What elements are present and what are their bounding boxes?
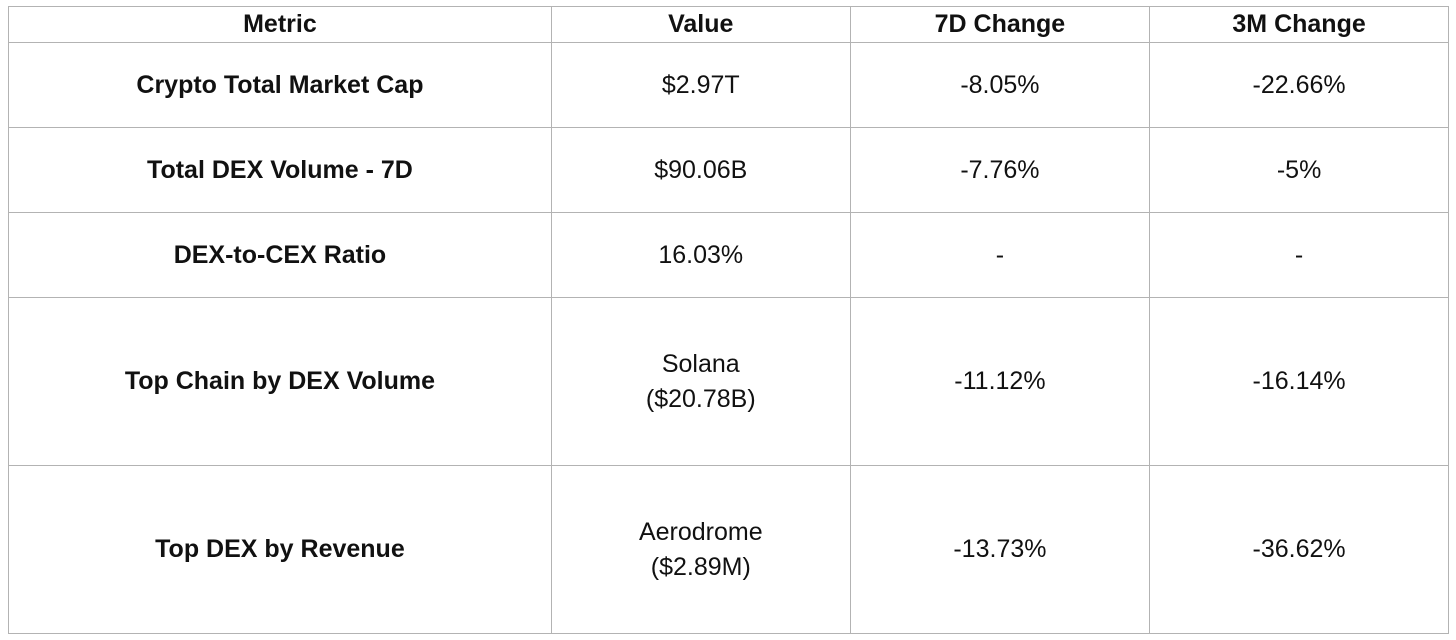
column-header-value: Value	[550, 6, 851, 43]
value-cell: 16.03%	[550, 212, 851, 299]
change-7d-cell: -13.73%	[849, 465, 1151, 634]
metric-cell: Total DEX Volume - 7D	[8, 127, 552, 214]
value-cell: Aerodrome ($2.89M)	[550, 465, 851, 634]
header-row: Metric Value 7D Change 3M Change	[8, 6, 1449, 43]
table-row: Top DEX by Revenue Aerodrome ($2.89M) -1…	[8, 465, 1449, 634]
change-3m-cell: -16.14%	[1149, 297, 1449, 467]
change-3m-cell: -36.62%	[1149, 465, 1449, 634]
column-header-metric: Metric	[8, 6, 552, 43]
value-cell: $90.06B	[550, 127, 851, 214]
table-row: Crypto Total Market Cap $2.97T -8.05% -2…	[8, 41, 1449, 129]
crypto-metrics-table: Metric Value 7D Change 3M Change Crypto …	[8, 6, 1449, 634]
column-header-7d-change: 7D Change	[849, 6, 1151, 43]
metric-cell: Top Chain by DEX Volume	[8, 297, 552, 467]
metric-cell: DEX-to-CEX Ratio	[8, 212, 552, 299]
change-3m-cell: -5%	[1149, 127, 1449, 214]
metric-cell: Top DEX by Revenue	[8, 465, 552, 634]
change-7d-cell: -8.05%	[849, 41, 1151, 129]
column-header-3m-change: 3M Change	[1149, 6, 1449, 43]
table-row: Total DEX Volume - 7D $90.06B -7.76% -5%	[8, 127, 1449, 214]
table-row: Top Chain by DEX Volume Solana ($20.78B)…	[8, 297, 1449, 467]
value-cell: $2.97T	[550, 41, 851, 129]
metric-cell: Crypto Total Market Cap	[8, 41, 552, 129]
change-3m-cell: -22.66%	[1149, 41, 1449, 129]
change-7d-cell: -	[849, 212, 1151, 299]
table-row: DEX-to-CEX Ratio 16.03% - -	[8, 212, 1449, 299]
change-3m-cell: -	[1149, 212, 1449, 299]
value-cell: Solana ($20.78B)	[550, 297, 851, 467]
change-7d-cell: -11.12%	[849, 297, 1151, 467]
change-7d-cell: -7.76%	[849, 127, 1151, 214]
